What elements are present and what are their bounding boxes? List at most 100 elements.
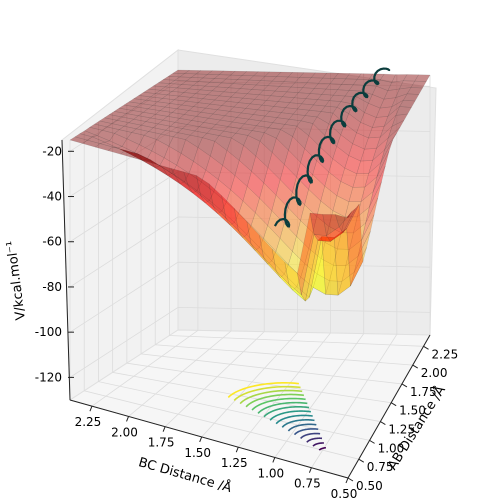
surface-patch-18-18 <box>192 81 211 87</box>
surface-patch-5-6 <box>279 223 297 252</box>
contour-11 <box>251 397 306 411</box>
surface-patch-16-14 <box>230 92 248 99</box>
surface-patch-2-2 <box>317 236 335 242</box>
surface-patch-16-3 <box>360 112 377 128</box>
surface-patch-18-10 <box>286 86 304 93</box>
surface-patch-0-7 <box>246 221 264 259</box>
surface-patch-6-10 <box>234 160 252 187</box>
surface-patch-13-19 <box>157 98 175 104</box>
surface-patch-6-4 <box>308 232 326 260</box>
surface-patch-3-15 <box>159 157 177 174</box>
surface-patch-7-5 <box>300 204 318 233</box>
surface-patch-3-6 <box>271 251 289 275</box>
surface-patch-10-17 <box>167 112 185 119</box>
surface-patch-7-18 <box>140 121 159 128</box>
surface-patch-21-0 <box>414 74 431 82</box>
surface-patch-17-8 <box>305 93 323 100</box>
y-axis-label: BC Distance /Å <box>137 454 234 496</box>
surface-patch-17-9 <box>293 92 311 99</box>
surface-patch-7-9 <box>251 155 269 184</box>
y-tick-label-1: 0.75 <box>294 477 321 491</box>
surface-patch-15-2 <box>368 126 385 139</box>
surface-patch-9-0 <box>369 165 386 208</box>
surface-patch-2-20 <box>91 135 111 143</box>
surface-patch-4-18 <box>126 132 145 145</box>
surface-patch-1-2 <box>313 234 331 242</box>
surface-patch-12-3 <box>344 155 361 175</box>
surface-patch-17-17 <box>199 85 218 92</box>
surface-patch-6-13 <box>197 137 215 157</box>
surface-patch-7-3 <box>324 226 342 250</box>
contour-13 <box>239 389 303 405</box>
surface-patch-12-20 <box>140 100 159 106</box>
surface-patch-20-6 <box>341 78 358 86</box>
grid-line-y-3 <box>237 73 331 448</box>
surface-patch-5-3 <box>316 258 334 282</box>
surface-patch-6-20 <box>111 120 130 127</box>
surface-patch-6-2 <box>333 248 350 266</box>
surface-patch-1-17 <box>125 150 143 161</box>
surface-patch-18-14 <box>239 84 257 90</box>
surface-patch-0-8 <box>233 207 252 245</box>
surface-patch-13-12 <box>240 108 258 115</box>
surface-patch-3-16 <box>146 150 165 167</box>
surface-patch-9-20 <box>125 110 144 116</box>
surface-patch-8-7 <box>279 164 297 193</box>
surface-patch-3-13 <box>184 172 202 191</box>
surface-patch-2-10 <box>217 210 235 226</box>
surface-patch-10-12 <box>227 121 245 129</box>
surface-patch-4-6 <box>275 238 293 265</box>
surface-patch-18-13 <box>251 84 269 91</box>
surface-patch-2-14 <box>167 173 185 185</box>
surface-patch-11-0 <box>376 139 393 177</box>
surface-patch-20-15 <box>237 75 255 81</box>
surface-patch-4-15 <box>163 145 182 166</box>
surface-patch-9-2 <box>344 201 362 218</box>
surface-patch-4-21 <box>89 123 108 131</box>
surface-patch-6-11 <box>222 150 240 176</box>
y-tick-mark-1 <box>308 467 312 473</box>
contour-9 <box>263 406 310 418</box>
surface-patch-17-13 <box>246 89 264 95</box>
surface-patch-8-15 <box>182 124 200 132</box>
surface-patch-18-8 <box>309 88 327 95</box>
surface-patch-16-7 <box>313 99 330 107</box>
surface-patch-0-18 <box>107 146 126 155</box>
surface-patch-19-18 <box>197 77 215 83</box>
surface-patch-1-11 <box>200 195 218 214</box>
surface-patch-19-0 <box>406 87 423 95</box>
surface-patch-2-4 <box>292 286 310 302</box>
surface-patch-17-2 <box>375 106 393 118</box>
contour-4 <box>293 428 319 436</box>
surface-patch-11-16 <box>183 110 202 117</box>
surface-patch-5-21 <box>94 120 113 128</box>
surface-patch-16-13 <box>242 93 260 100</box>
surface-patch-18-0 <box>403 93 420 102</box>
grid-line-x-7 <box>169 75 424 347</box>
surface-patch-21-2 <box>391 74 408 83</box>
surface-patch-13-7 <box>300 115 318 124</box>
grid-lines <box>69 70 431 479</box>
surface-patch-14-6 <box>316 111 334 125</box>
surface-patch-4-11 <box>213 179 231 203</box>
surface-patch-6-15 <box>172 132 191 140</box>
surface-patch-4-9 <box>238 200 256 226</box>
surface-patch-5-13 <box>193 147 211 171</box>
surface-patch-12-19 <box>152 101 171 108</box>
surface-patch-3-8 <box>246 225 264 248</box>
y-tick-label-5: 1.75 <box>148 436 175 450</box>
surface-patch-18-12 <box>262 85 280 92</box>
surface-patch-6-5 <box>296 220 314 249</box>
surface-patch-18-3 <box>368 94 385 109</box>
surface-patch-13-0 <box>384 126 401 151</box>
surface-patch-2-7 <box>254 247 273 265</box>
surface-patch-11-12 <box>231 117 250 125</box>
surface-patch-17-20 <box>164 83 183 89</box>
surface-patch-3-1 <box>334 228 351 296</box>
surface-patch-8-9 <box>255 140 273 168</box>
surface-patch-19-9 <box>302 82 319 89</box>
y-tick-mark-7 <box>89 405 93 412</box>
surface-patch-1-7 <box>250 243 268 265</box>
surface-patch-5-12 <box>205 155 223 180</box>
surface-patch-12-5 <box>320 134 337 160</box>
